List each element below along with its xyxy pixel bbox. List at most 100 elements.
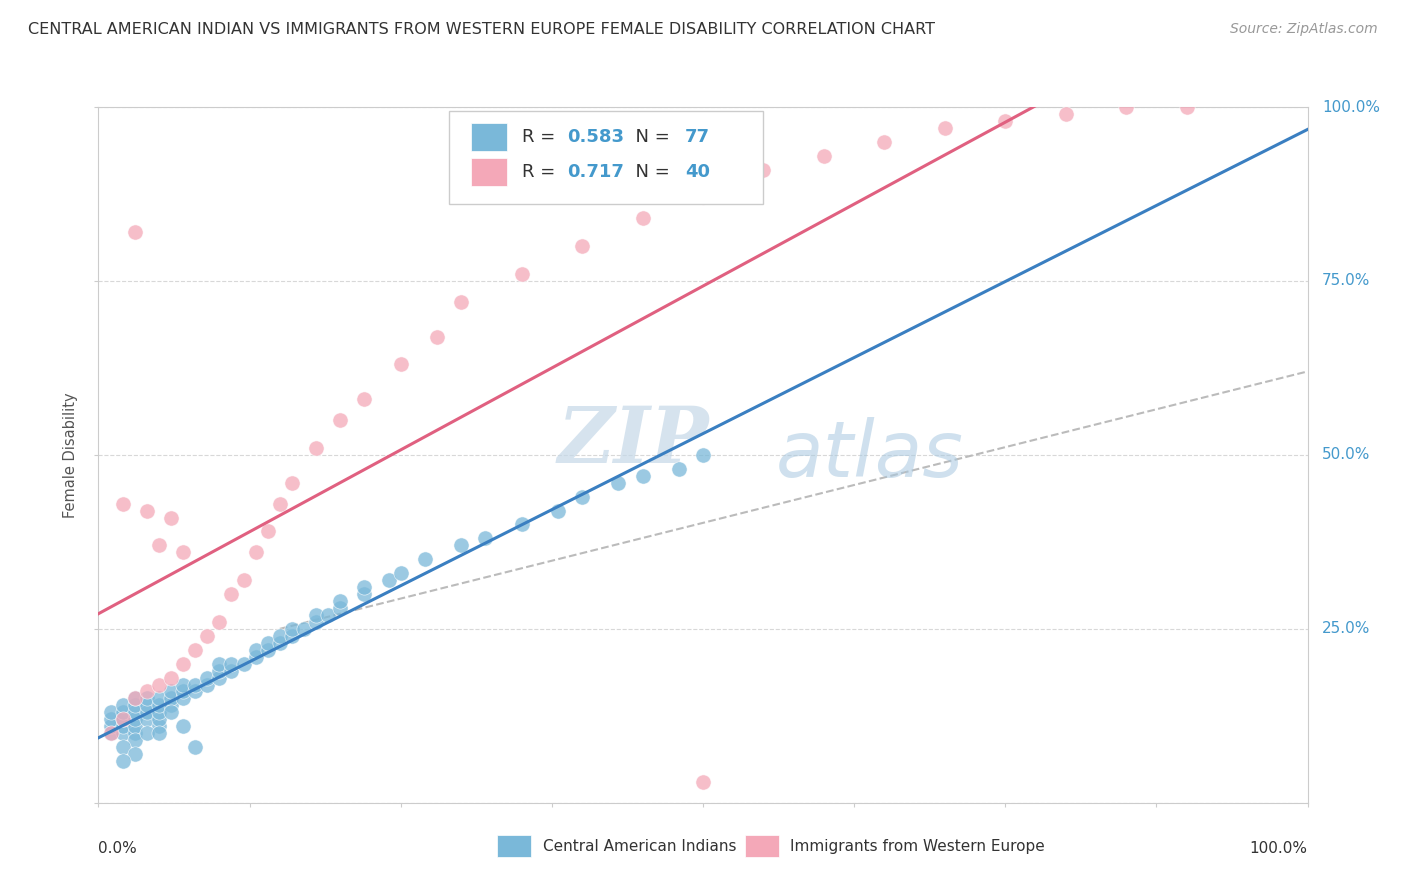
Text: Central American Indians: Central American Indians [543,839,737,855]
Point [389,358,412,372]
Point [329,601,352,615]
Point [994,114,1017,128]
Point [631,468,654,483]
Point [329,594,352,608]
Point [692,448,714,462]
Point [172,545,194,559]
Point [111,754,134,768]
Text: 77: 77 [685,128,710,146]
Point [377,573,399,587]
Point [160,698,183,713]
Text: CENTRAL AMERICAN INDIAN VS IMMIGRANTS FROM WESTERN EUROPE FEMALE DISABILITY CORR: CENTRAL AMERICAN INDIAN VS IMMIGRANTS FR… [28,22,935,37]
Point [124,712,146,726]
Point [135,691,157,706]
Point [281,622,304,636]
Point [353,580,375,594]
Point [148,691,170,706]
Point [111,698,134,713]
Point [208,664,231,678]
Point [245,649,267,664]
Point [172,677,194,691]
Point [184,740,207,755]
Point [208,615,231,629]
Point [450,294,472,309]
Point [269,636,291,650]
Point [221,587,243,601]
FancyBboxPatch shape [471,158,508,186]
FancyBboxPatch shape [498,835,531,857]
Text: N =: N = [624,128,676,146]
Point [692,775,714,789]
Point [269,629,291,643]
Point [160,510,183,524]
Point [135,503,157,517]
Text: R =: R = [522,162,561,181]
Point [269,497,291,511]
Point [100,712,122,726]
Point [135,706,157,720]
Point [329,413,352,427]
Text: 75.0%: 75.0% [1322,274,1371,288]
Point [668,462,690,476]
Point [111,706,134,720]
Point [426,329,449,343]
Point [232,573,254,587]
Point [607,475,630,490]
Point [111,712,134,726]
Point [281,629,304,643]
Point [124,698,146,713]
Point [135,698,157,713]
Point [160,691,183,706]
Point [221,657,243,671]
Text: R =: R = [522,128,561,146]
Point [148,726,170,740]
Text: 0.583: 0.583 [568,128,624,146]
Point [111,726,134,740]
Point [353,587,375,601]
Point [245,642,267,657]
Point [934,120,956,135]
Point [148,538,170,552]
Point [292,622,315,636]
Point [305,441,328,455]
Text: 0.717: 0.717 [568,162,624,181]
Point [389,566,412,581]
Point [450,538,472,552]
Point [135,712,157,726]
Point [148,719,170,733]
Point [172,684,194,698]
Point [510,267,533,281]
Point [124,719,146,733]
Point [172,719,194,733]
Point [100,706,122,720]
Point [124,726,146,740]
Point [135,684,157,698]
Point [571,239,593,253]
Point [413,552,436,566]
Point [100,719,122,733]
Text: N =: N = [624,162,676,181]
Text: 50.0%: 50.0% [1322,448,1371,462]
Point [148,698,170,713]
Text: 100.0%: 100.0% [1322,100,1381,114]
Point [281,475,304,490]
Point [111,719,134,733]
Text: Source: ZipAtlas.com: Source: ZipAtlas.com [1230,22,1378,37]
Point [752,162,775,177]
Point [256,642,278,657]
Point [571,490,593,504]
Point [124,691,146,706]
Point [305,615,328,629]
Point [124,691,146,706]
Point [208,671,231,685]
Point [160,706,183,720]
Point [547,503,569,517]
Point [124,706,146,720]
Point [160,671,183,685]
Point [245,545,267,559]
Y-axis label: Female Disability: Female Disability [63,392,79,517]
Point [124,225,146,239]
Point [184,677,207,691]
Point [111,712,134,726]
Point [124,733,146,747]
